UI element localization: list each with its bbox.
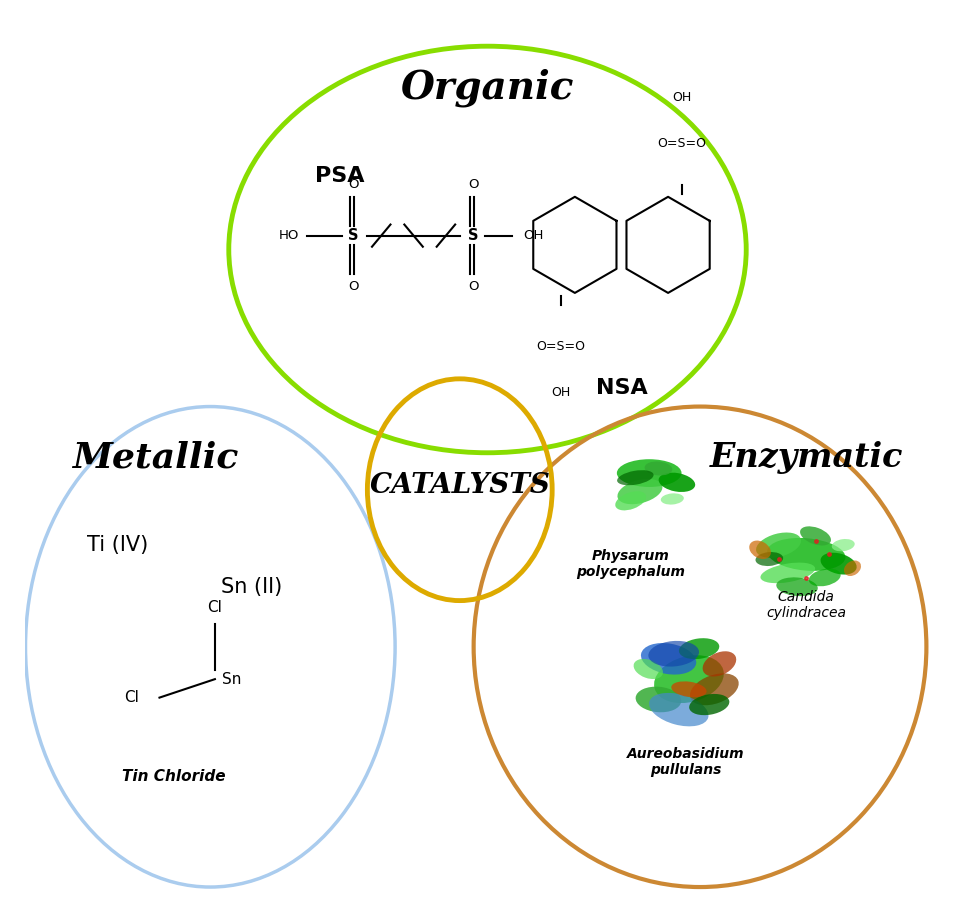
Text: Cl: Cl <box>125 690 139 705</box>
Ellipse shape <box>756 552 783 566</box>
Ellipse shape <box>821 553 857 575</box>
Text: Sn (II): Sn (II) <box>221 577 283 597</box>
Text: Tin Chloride: Tin Chloride <box>122 769 225 784</box>
Text: O=S=O: O=S=O <box>657 137 707 150</box>
Text: Candida
cylindracea: Candida cylindracea <box>766 590 846 620</box>
Ellipse shape <box>634 659 663 679</box>
Ellipse shape <box>679 638 720 659</box>
Ellipse shape <box>756 532 801 558</box>
Ellipse shape <box>760 563 815 583</box>
Text: Enzymatic: Enzymatic <box>710 441 903 474</box>
Text: Ti (IV): Ti (IV) <box>88 535 148 555</box>
Text: O: O <box>468 178 479 191</box>
Text: Physarum
polycephalum: Physarum polycephalum <box>576 549 685 578</box>
Ellipse shape <box>641 643 696 675</box>
Ellipse shape <box>703 651 736 676</box>
Ellipse shape <box>690 674 739 705</box>
Ellipse shape <box>644 461 672 476</box>
Text: O=S=O: O=S=O <box>536 340 586 353</box>
Text: O: O <box>468 280 479 293</box>
Text: Cl: Cl <box>208 601 222 615</box>
Text: HO: HO <box>279 229 299 242</box>
Ellipse shape <box>832 539 855 552</box>
Ellipse shape <box>689 694 729 715</box>
Text: OH: OH <box>552 386 570 399</box>
Text: S: S <box>468 228 479 243</box>
Text: NSA: NSA <box>596 378 647 398</box>
Ellipse shape <box>649 693 709 726</box>
Text: PSA: PSA <box>315 165 365 186</box>
Text: Metallic: Metallic <box>72 441 238 474</box>
Ellipse shape <box>636 687 682 712</box>
Ellipse shape <box>800 527 831 545</box>
Ellipse shape <box>617 459 682 487</box>
Text: OH: OH <box>673 91 691 103</box>
Ellipse shape <box>661 493 683 505</box>
Text: Sn: Sn <box>222 672 242 687</box>
Ellipse shape <box>654 655 723 703</box>
Text: CATALYSTS: CATALYSTS <box>370 471 550 499</box>
Ellipse shape <box>749 541 771 559</box>
Ellipse shape <box>809 568 840 587</box>
Ellipse shape <box>648 641 699 666</box>
Ellipse shape <box>659 473 695 492</box>
Ellipse shape <box>617 470 653 485</box>
Text: O: O <box>348 280 359 293</box>
Text: Aureobasidium
pullulans: Aureobasidium pullulans <box>627 748 745 777</box>
Ellipse shape <box>844 561 861 576</box>
Ellipse shape <box>615 492 646 510</box>
Text: O: O <box>348 178 359 191</box>
Ellipse shape <box>776 578 818 596</box>
Ellipse shape <box>617 479 662 505</box>
Text: S: S <box>348 228 359 243</box>
Text: OH: OH <box>524 229 544 242</box>
Ellipse shape <box>671 681 707 698</box>
Ellipse shape <box>767 538 845 571</box>
Text: Organic: Organic <box>401 68 574 107</box>
